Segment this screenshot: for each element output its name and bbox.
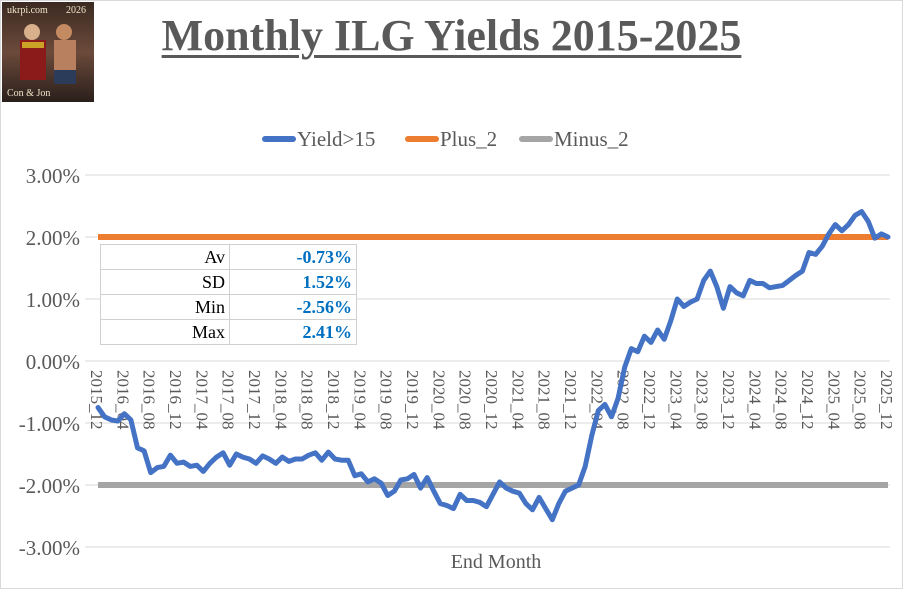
x-tick-label: 2022_12	[640, 370, 659, 430]
logo-figures	[20, 24, 76, 84]
x-tick-label: 2021_08	[535, 370, 554, 430]
stats-row: Av -0.73%	[100, 244, 357, 270]
x-tick-label: 2020_04	[429, 370, 448, 430]
series-yield-line	[95, 209, 891, 523]
y-tick-label: 2.00%	[26, 226, 80, 250]
stat-label: Av	[100, 244, 230, 270]
y-tick-label: 0.00%	[26, 350, 80, 374]
x-tick-label: 2015_12	[87, 370, 106, 430]
x-tick-label: 2021_12	[561, 370, 580, 430]
x-tick-label: 2018_08	[298, 370, 317, 430]
x-tick-label: 2020_08	[456, 370, 475, 430]
stat-label: SD	[100, 269, 230, 295]
x-tick-label: 2019_12	[403, 370, 422, 430]
x-axis-title: End Month	[451, 551, 542, 573]
x-tick-label: 2021_04	[508, 370, 527, 430]
stat-value: -2.56%	[229, 294, 357, 320]
stat-value: 1.52%	[229, 269, 357, 295]
y-tick-label: -2.00%	[19, 474, 80, 498]
x-tick-label: 2025_04	[824, 370, 843, 430]
stats-table: Av -0.73% SD 1.52% Min -2.56% Max 2.41%	[100, 244, 357, 345]
x-tick-label: 2022_04	[587, 370, 606, 430]
chart-title: Monthly ILG Yields 2015-2025	[161, 11, 742, 60]
x-tick-label: 2023_12	[719, 370, 738, 430]
x-tick-label: 2019_08	[377, 370, 396, 430]
x-tick-label: 2016_08	[140, 370, 159, 430]
y-tick-label: 1.00%	[26, 288, 80, 312]
y-tick-label: 3.00%	[26, 164, 80, 188]
legend-label: Minus_2	[554, 127, 629, 151]
x-tick-label: 2017_08	[219, 370, 238, 430]
stat-label: Min	[100, 294, 230, 320]
x-tick-label: 2018_12	[324, 370, 343, 430]
x-tick-label: 2020_12	[482, 370, 501, 430]
stats-row: SD 1.52%	[100, 269, 357, 295]
legend-label: Yield>15	[297, 127, 375, 151]
stat-value: -0.73%	[229, 244, 357, 270]
stats-row: Max 2.41%	[100, 319, 357, 345]
logo-credit: Con & Jon	[7, 88, 51, 99]
x-tick-label: 2017_12	[245, 370, 264, 430]
x-tick-label: 2023_04	[666, 370, 685, 430]
x-tick-label: 2024_08	[772, 370, 791, 430]
x-tick-label: 2019_04	[350, 370, 369, 430]
y-tick-label: -3.00%	[19, 536, 80, 560]
stat-label: Max	[100, 319, 230, 345]
logo-year: 2026	[66, 5, 86, 16]
legend: Yield>15 Plus_2 Minus_2	[262, 127, 629, 151]
x-tick-label: 2016_12	[166, 370, 185, 430]
x-tick-label: 2025_08	[851, 370, 870, 430]
x-tick-label: 2018_04	[271, 370, 290, 430]
stats-row: Min -2.56%	[100, 294, 357, 320]
y-tick-label: -1.00%	[19, 412, 80, 436]
x-tick-label: 2017_04	[192, 370, 211, 430]
x-tick-label: 2024_12	[798, 370, 817, 430]
x-tick-label: 2023_08	[693, 370, 712, 430]
legend-label: Plus_2	[440, 127, 497, 151]
logo-image: ukrpi.com 2026 Con & Jon	[2, 2, 94, 102]
stat-value: 2.41%	[229, 319, 357, 345]
logo-site: ukrpi.com	[7, 5, 48, 16]
x-tick-label: 2024_04	[745, 370, 764, 430]
x-tick-label: 2025_12	[877, 370, 896, 430]
